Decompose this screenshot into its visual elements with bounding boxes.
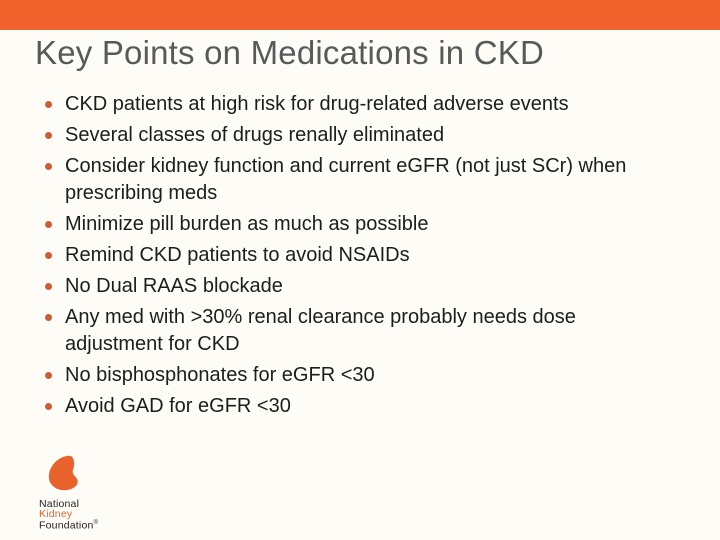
- bullet-item-3: Consider kidney function and current eGF…: [45, 153, 710, 207]
- bullet-item-7: Any med with >30% renal clearance probab…: [45, 304, 710, 358]
- bullet-text-wrapped: prescribing meds: [65, 182, 218, 204]
- kidney-bean-icon: [48, 455, 78, 491]
- bullet-icon: [45, 314, 52, 321]
- bullet-icon: [45, 252, 52, 259]
- bullet-text: Minimize pill burden as much as possible: [65, 213, 429, 235]
- bullet-item-4: Minimize pill burden as much as possible: [45, 211, 710, 238]
- bullet-text: No bisphosphonates for eGFR <30: [65, 364, 375, 386]
- bullet-icon: [45, 372, 52, 379]
- page-title: Key Points on Medications in CKD: [35, 34, 544, 71]
- logo-text: National Kidney Foundation®: [39, 498, 98, 531]
- top-accent-bar: [0, 0, 720, 30]
- logo-text-foundation: Foundation®: [39, 519, 98, 531]
- logo-text-foundation-word: Foundation: [39, 519, 94, 532]
- bullet-text-wrapped: adjustment for CKD: [65, 333, 240, 355]
- bullet-icon: [45, 101, 52, 108]
- trademark-symbol: ®: [93, 520, 99, 526]
- logo-text-kidney: Kidney: [39, 507, 73, 520]
- nkf-logo: National Kidney Foundation®: [39, 455, 98, 531]
- bullet-text: CKD patients at high risk for drug-relat…: [65, 93, 569, 115]
- bullet-item-2: Several classes of drugs renally elimina…: [45, 122, 710, 149]
- bullet-text: Several classes of drugs renally elimina…: [65, 124, 445, 146]
- bullet-text: No Dual RAAS blockade: [65, 275, 283, 297]
- bullet-icon: [45, 132, 52, 139]
- bullet-icon: [45, 403, 52, 410]
- bullet-item-8: No bisphosphonates for eGFR <30: [45, 362, 710, 389]
- bullet-item-6: No Dual RAAS blockade: [45, 273, 710, 300]
- bullet-text: Any med with >30% renal clearance probab…: [65, 306, 576, 328]
- bullet-icon: [45, 163, 52, 170]
- logo-text-national: National: [39, 498, 80, 510]
- bullet-text: Consider kidney function and current eGF…: [65, 155, 627, 177]
- bullet-icon: [45, 221, 52, 228]
- bullet-text: Remind CKD patients to avoid NSAIDs: [65, 244, 410, 266]
- bullet-item-5: Remind CKD patients to avoid NSAIDs: [45, 242, 710, 269]
- bullet-item-9: Avoid GAD for eGFR <30: [45, 393, 710, 420]
- bullet-icon: [45, 283, 52, 290]
- bullet-item-1: CKD patients at high risk for drug-relat…: [45, 91, 710, 118]
- bullet-text: Avoid GAD for eGFR <30: [65, 395, 291, 417]
- bullet-list: CKD patients at high risk for drug-relat…: [45, 91, 710, 424]
